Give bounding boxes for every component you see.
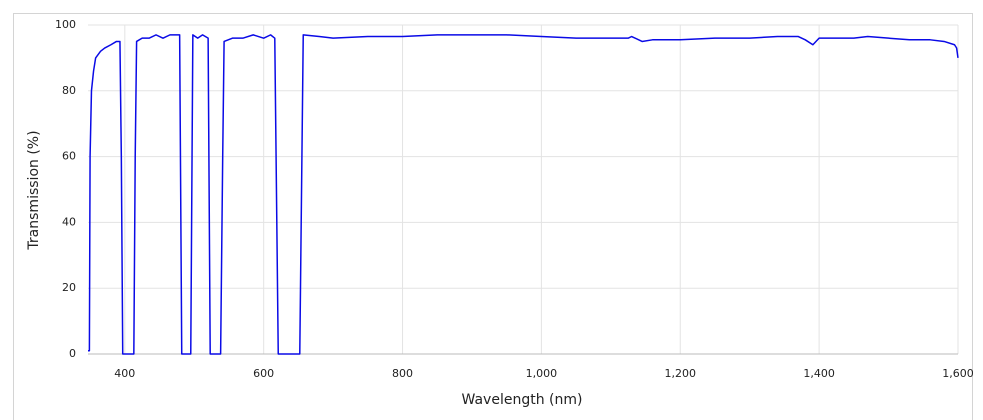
y-axis-title: Transmission (%) xyxy=(26,130,42,250)
y-tick-label: 0 xyxy=(69,347,76,360)
x-tick-label: 1,600 xyxy=(942,367,974,380)
y-tick-label: 100 xyxy=(55,18,76,31)
x-tick-label: 1,400 xyxy=(803,367,835,380)
x-tick-label: 400 xyxy=(114,367,135,380)
x-tick-label: 600 xyxy=(253,367,274,380)
x-tick-label: 1,000 xyxy=(526,367,558,380)
y-tick-label: 60 xyxy=(62,150,76,163)
chart-frame xyxy=(13,13,973,420)
y-tick-label: 40 xyxy=(62,215,76,228)
x-tick-label: 800 xyxy=(392,367,413,380)
x-axis-title: Wavelength (nm) xyxy=(462,392,583,408)
y-tick-label: 20 xyxy=(62,281,76,294)
x-tick-label: 1,200 xyxy=(665,367,697,380)
y-tick-label: 80 xyxy=(62,84,76,97)
data-line xyxy=(88,34,959,355)
